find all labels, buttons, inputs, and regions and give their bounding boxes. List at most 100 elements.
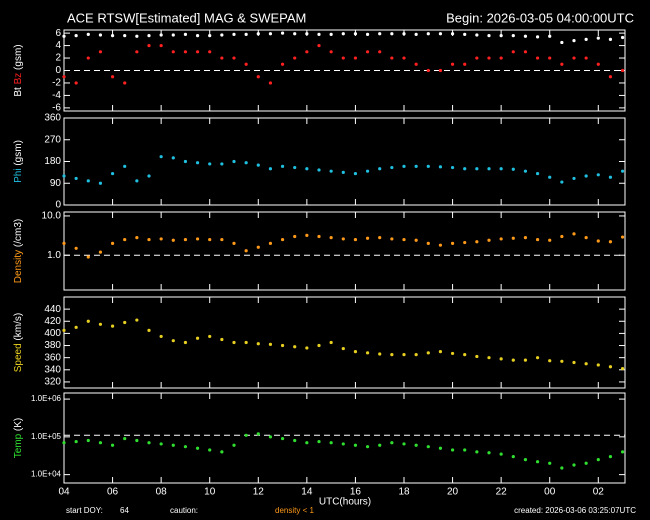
data-point bbox=[402, 164, 406, 168]
data-point bbox=[123, 237, 127, 242]
data-point bbox=[365, 32, 370, 36]
data-point bbox=[620, 235, 625, 239]
x-tick-label: 08 bbox=[156, 487, 168, 498]
x-tick-label: 14 bbox=[301, 487, 313, 498]
data-point bbox=[220, 56, 224, 60]
data-point bbox=[511, 50, 515, 54]
data-point bbox=[244, 161, 248, 165]
data-point bbox=[596, 36, 600, 40]
data-point bbox=[620, 366, 625, 371]
data-point bbox=[572, 38, 576, 43]
y-axis-label-unit: (gsm) bbox=[13, 140, 24, 166]
data-point bbox=[329, 50, 333, 54]
data-point bbox=[256, 32, 260, 36]
data-point bbox=[244, 249, 248, 253]
data-point bbox=[353, 32, 358, 36]
data-point bbox=[560, 234, 564, 239]
data-point bbox=[62, 75, 66, 79]
data-point bbox=[232, 443, 236, 447]
data-point bbox=[208, 50, 212, 54]
data-point bbox=[390, 237, 394, 241]
begin-time: Begin: 2026-03-05 04:00:00UTC bbox=[446, 10, 634, 25]
y-tick-label: 2 bbox=[55, 53, 61, 64]
data-point bbox=[560, 62, 564, 66]
data-point bbox=[317, 234, 321, 239]
data-point bbox=[390, 56, 394, 60]
data-point bbox=[195, 50, 200, 54]
data-point bbox=[135, 318, 139, 322]
data-point bbox=[305, 167, 309, 171]
panel-frame bbox=[63, 117, 626, 206]
data-point bbox=[329, 340, 333, 345]
data-point bbox=[183, 237, 188, 242]
data-point bbox=[244, 62, 248, 66]
x-tick-label: 10 bbox=[204, 487, 216, 498]
data-point bbox=[268, 241, 273, 245]
data-point bbox=[426, 241, 430, 245]
data-point bbox=[414, 32, 418, 36]
data-point bbox=[135, 236, 139, 240]
data-point bbox=[86, 319, 90, 323]
data-point bbox=[414, 164, 418, 168]
data-point bbox=[244, 433, 248, 437]
data-point bbox=[110, 75, 115, 79]
data-point bbox=[74, 34, 78, 38]
data-point bbox=[74, 325, 78, 329]
data-point bbox=[268, 81, 273, 85]
y-tick-label: 320 bbox=[44, 377, 61, 388]
data-point bbox=[353, 237, 358, 242]
data-point bbox=[244, 32, 248, 36]
x-tick-label: 04 bbox=[58, 487, 70, 498]
data-point bbox=[280, 343, 285, 348]
data-point bbox=[74, 176, 78, 181]
data-point bbox=[438, 350, 443, 354]
data-point bbox=[620, 169, 625, 173]
data-point bbox=[171, 50, 175, 54]
y-axis-label-unit: (km/s) bbox=[13, 313, 24, 341]
data-point bbox=[584, 56, 588, 60]
data-point bbox=[232, 241, 236, 245]
y-axis-label-series: Density bbox=[13, 250, 24, 283]
data-point bbox=[572, 56, 576, 60]
data-point bbox=[463, 353, 467, 357]
data-point bbox=[208, 334, 212, 339]
data-point bbox=[450, 448, 455, 452]
data-point bbox=[523, 34, 528, 38]
data-point bbox=[608, 240, 613, 244]
data-point bbox=[305, 346, 309, 350]
data-point bbox=[378, 443, 382, 447]
data-point bbox=[390, 32, 394, 36]
data-point bbox=[511, 455, 515, 459]
data-point bbox=[596, 62, 600, 66]
data-point bbox=[341, 346, 345, 351]
data-point bbox=[329, 169, 333, 173]
data-point bbox=[535, 237, 540, 242]
y-tick-label: 360 bbox=[44, 352, 61, 363]
data-point bbox=[171, 238, 175, 242]
data-point bbox=[596, 457, 600, 462]
data-point bbox=[256, 163, 260, 167]
panel-frame bbox=[63, 392, 626, 484]
y-axis-label-series: Bt bbox=[13, 87, 24, 97]
data-point bbox=[159, 155, 163, 159]
data-point bbox=[450, 32, 455, 36]
data-point bbox=[98, 50, 103, 54]
data-point bbox=[305, 441, 309, 445]
data-point bbox=[596, 363, 600, 367]
x-tick-label: 20 bbox=[447, 487, 459, 498]
data-point bbox=[438, 243, 443, 247]
data-point bbox=[523, 169, 528, 173]
y-tick-label: 340 bbox=[44, 364, 61, 375]
data-point bbox=[268, 342, 273, 346]
data-point bbox=[402, 32, 406, 36]
data-point bbox=[123, 34, 127, 38]
data-point bbox=[220, 337, 224, 342]
y-axis-label: Speed (km/s) bbox=[13, 313, 24, 372]
data-point bbox=[232, 32, 236, 36]
y-tick-label: -4 bbox=[52, 90, 61, 101]
data-point bbox=[220, 237, 224, 242]
data-point bbox=[341, 442, 345, 446]
data-point bbox=[511, 167, 515, 171]
data-point bbox=[86, 56, 90, 60]
data-point bbox=[402, 353, 406, 357]
